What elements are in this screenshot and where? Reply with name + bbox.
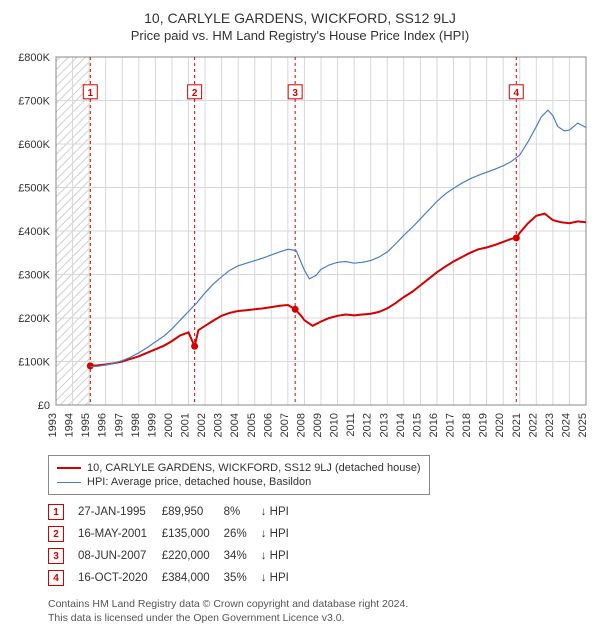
x-tick-label: 2008	[295, 413, 307, 437]
legend-label: 10, CARLYLE GARDENS, WICKFORD, SS12 9LJ …	[87, 462, 421, 474]
x-tick-label: 2007	[279, 413, 291, 437]
sale-marker-cell: 4	[48, 570, 64, 586]
sale-price: £135,000	[162, 523, 224, 545]
footer-line-1: Contains HM Land Registry data © Crown c…	[48, 597, 592, 611]
y-tick-label: £600K	[18, 139, 50, 151]
legend-item: 10, CARLYLE GARDENS, WICKFORD, SS12 9LJ …	[57, 462, 421, 474]
sale-pct: 35%	[224, 567, 261, 589]
sale-date: 16-OCT-2020	[78, 567, 162, 589]
sale-date: 16-MAY-2001	[78, 523, 162, 545]
sale-marker-number: 4	[513, 88, 519, 99]
sale-hpi-indicator: ↓ HPI	[261, 545, 303, 567]
y-tick-label: £500K	[18, 183, 50, 195]
x-tick-label: 2018	[461, 413, 473, 437]
x-tick-label: 1998	[130, 413, 142, 437]
legend-item: HPI: Average price, detached house, Basi…	[57, 476, 421, 488]
x-tick-label: 2011	[345, 413, 357, 437]
sale-price: £384,000	[162, 567, 224, 589]
sale-marker-number: 3	[292, 88, 298, 99]
y-tick-label: £400K	[18, 226, 50, 238]
x-tick-label: 2000	[163, 413, 175, 437]
chart-svg: £0 £100K £200K £300K £400K £500K £600K £700K £80…	[8, 49, 592, 449]
x-tick-label: 2020	[494, 413, 506, 437]
series-dot	[191, 343, 198, 350]
sale-marker-cell: 1	[48, 504, 64, 520]
x-tick-label: 2010	[329, 413, 341, 437]
x-tick-label: 2025	[577, 413, 589, 437]
x-tick-label: 2001	[180, 413, 192, 437]
legend-label: HPI: Average price, detached house, Basi…	[87, 476, 311, 488]
x-tick-label: 2013	[378, 413, 390, 437]
y-tick-label: £100K	[18, 357, 50, 369]
sale-hpi-indicator: ↓ HPI	[261, 501, 303, 523]
x-tick-label: 2012	[362, 413, 374, 437]
sale-pct: 26%	[224, 523, 261, 545]
x-tick-label: 2023	[544, 413, 556, 437]
sale-hpi-indicator: ↓ HPI	[261, 523, 303, 545]
legend: 10, CARLYLE GARDENS, WICKFORD, SS12 9LJ …	[48, 455, 430, 495]
x-tick-label: 1994	[64, 413, 76, 437]
table-row: 2 16-MAY-2001£135,00026%↓ HPI	[48, 523, 303, 545]
sale-date: 08-JUN-2007	[78, 545, 162, 567]
x-tick-label: 2022	[527, 413, 539, 437]
x-tick-label: 1999	[146, 413, 158, 437]
x-tick-label: 1997	[113, 413, 125, 437]
x-tick-label: 2021	[511, 413, 523, 437]
series-dot	[292, 306, 299, 313]
sale-marker-number: 2	[192, 88, 198, 99]
sale-price: £220,000	[162, 545, 224, 567]
footer-line-2: This data is licensed under the Open Gov…	[48, 611, 592, 625]
table-row: 1 27-JAN-1995£89,9508%↓ HPI	[48, 501, 303, 523]
sale-pct: 8%	[224, 501, 261, 523]
table-row: 3 08-JUN-2007£220,00034%↓ HPI	[48, 545, 303, 567]
sales-table: 127-JAN-1995£89,9508%↓ HPI216-MAY-2001£1…	[48, 501, 303, 589]
y-tick-label: £300K	[18, 270, 50, 282]
x-tick-label: 2006	[262, 413, 274, 437]
sale-date: 27-JAN-1995	[78, 501, 162, 523]
sale-price: £89,950	[162, 501, 224, 523]
y-tick-label: £200K	[18, 313, 50, 325]
x-tick-label: 2024	[560, 413, 572, 437]
x-tick-label: 2019	[478, 413, 490, 437]
page-title: 10, CARLYLE GARDENS, WICKFORD, SS12 9LJ	[8, 10, 592, 26]
x-tick-label: 1993	[47, 413, 59, 437]
x-tick-label: 1996	[97, 413, 109, 437]
x-tick-label: 2016	[428, 413, 440, 437]
legend-swatch	[57, 467, 81, 469]
x-tick-label: 2005	[246, 413, 258, 437]
legend-swatch	[57, 482, 81, 483]
x-tick-label: 2014	[395, 413, 407, 437]
x-tick-label: 2002	[196, 413, 208, 437]
y-tick-label: £0	[38, 400, 50, 412]
x-tick-label: 2003	[213, 413, 225, 437]
y-tick-label: £700K	[18, 96, 50, 108]
table-row: 4 16-OCT-2020£384,00035%↓ HPI	[48, 567, 303, 589]
sale-marker-cell: 3	[48, 548, 64, 564]
y-tick-label: £800K	[18, 52, 50, 64]
x-tick-label: 2009	[312, 413, 324, 437]
sale-pct: 34%	[224, 545, 261, 567]
series-dot	[513, 234, 520, 241]
price-chart: £0 £100K £200K £300K £400K £500K £600K £700K £80…	[8, 49, 592, 449]
sale-marker-cell: 2	[48, 526, 64, 542]
x-tick-label: 2017	[445, 413, 457, 437]
footer-attribution: Contains HM Land Registry data © Crown c…	[48, 597, 592, 625]
x-tick-label: 2015	[411, 413, 423, 437]
sale-marker-number: 1	[88, 88, 94, 99]
series-dot	[87, 362, 94, 369]
x-tick-label: 2004	[229, 413, 241, 437]
sale-hpi-indicator: ↓ HPI	[261, 567, 303, 589]
page-subtitle: Price paid vs. HM Land Registry's House …	[8, 28, 592, 43]
x-tick-label: 1995	[80, 413, 92, 437]
